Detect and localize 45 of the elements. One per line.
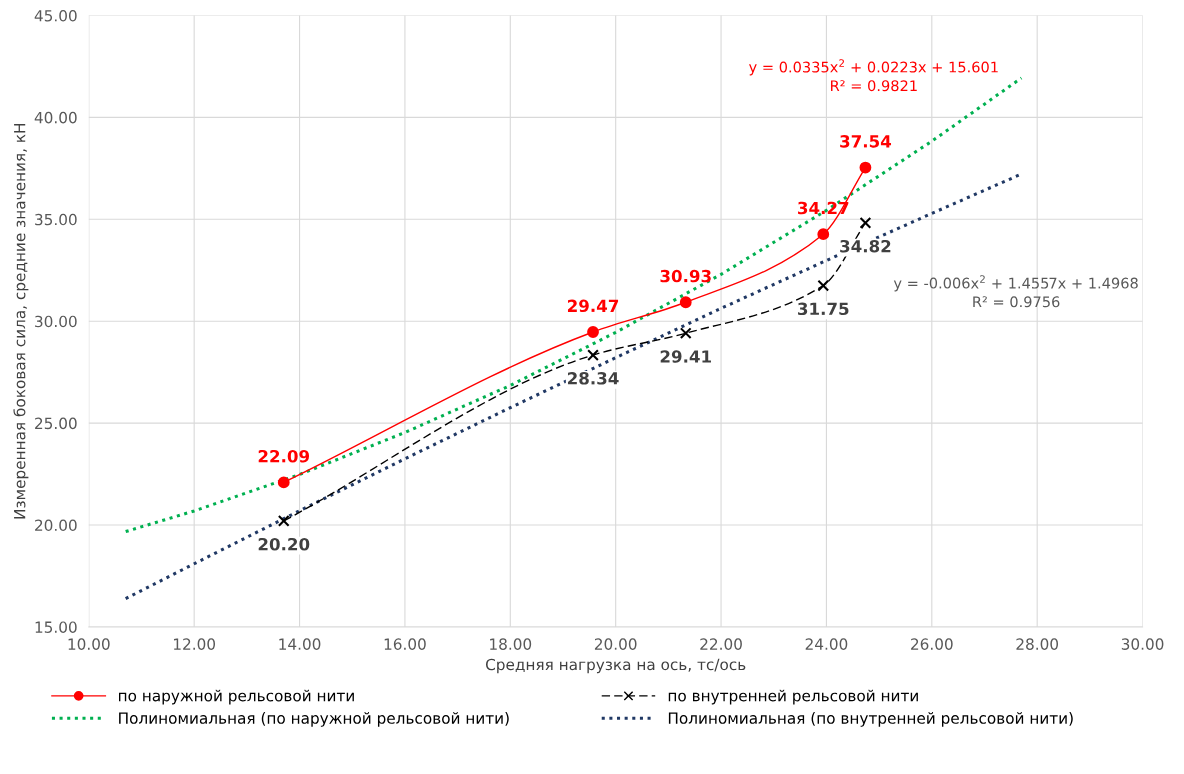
x-tick-label: 20.00: [594, 638, 637, 650]
y-tick-label: 30.00: [35, 315, 77, 328]
x-tick-label: 26.00: [911, 638, 953, 650]
point: [277, 476, 290, 489]
data-label: 37.54: [840, 135, 892, 148]
point: [587, 349, 599, 361]
point: [679, 327, 692, 340]
x-tick-label: 16.00: [384, 638, 426, 650]
annotation: y = -0.006x$^{2}$ + 1.4557x + 1.4968 R² = 0.9756: [893, 275, 1138, 308]
data-label: 31.75: [798, 302, 849, 316]
x-tick-label: 18.00: [490, 638, 532, 650]
x-tick-label: 14.00: [279, 638, 321, 650]
point: [277, 515, 290, 527]
point: [587, 326, 599, 338]
y-tick-label: 20.00: [35, 519, 77, 532]
x-axis-title: Средняя нагрузка на ось, тс/ось: [485, 658, 746, 674]
data-label: 29.47: [567, 299, 619, 313]
x-tick-label: 12.00: [173, 638, 216, 650]
y-axis-title: Измеренная боковая сила, средние значения, кН: [13, 123, 29, 519]
point: [679, 296, 692, 309]
y-tick-label: 35.00: [35, 213, 77, 226]
legend-label: Полиномиальная (по внутренней рельсовой нити): [668, 712, 1073, 727]
data-label: 29.41: [660, 350, 711, 363]
data-label: 20.20: [258, 537, 310, 551]
legend-label: Полиномиальная (по наружной рельсовой нити): [119, 712, 509, 727]
point: [817, 279, 830, 292]
point: [859, 217, 872, 229]
y-tick-label: 15.00: [35, 621, 77, 633]
x-tick-label: 24.00: [805, 638, 848, 650]
y-tick-label: 25.00: [35, 417, 77, 430]
annotation: y = 0.0335x$^{2}$ + 0.0223x + 15.601 R² = 0.9821: [749, 59, 998, 92]
x-tick-label: 28.00: [1016, 638, 1059, 650]
point: [859, 161, 872, 174]
y-tick-label: 45.00: [34, 9, 77, 22]
x-tick-label: 30.00: [1121, 638, 1164, 650]
legend-label: по наружной рельсовой нити: [119, 689, 354, 705]
point: [817, 228, 830, 241]
data-label: 30.93: [660, 269, 711, 283]
legend-label: по внутренней рельсовой нити: [668, 689, 918, 705]
data-label: 34.82: [840, 239, 891, 253]
x-tick-label: 22.00: [700, 638, 742, 650]
x-tick-label: 10.00: [68, 638, 110, 650]
data-label: 28.34: [567, 372, 619, 385]
data-label: 22.09: [258, 449, 310, 463]
y-tick-label: 40.00: [34, 111, 77, 124]
